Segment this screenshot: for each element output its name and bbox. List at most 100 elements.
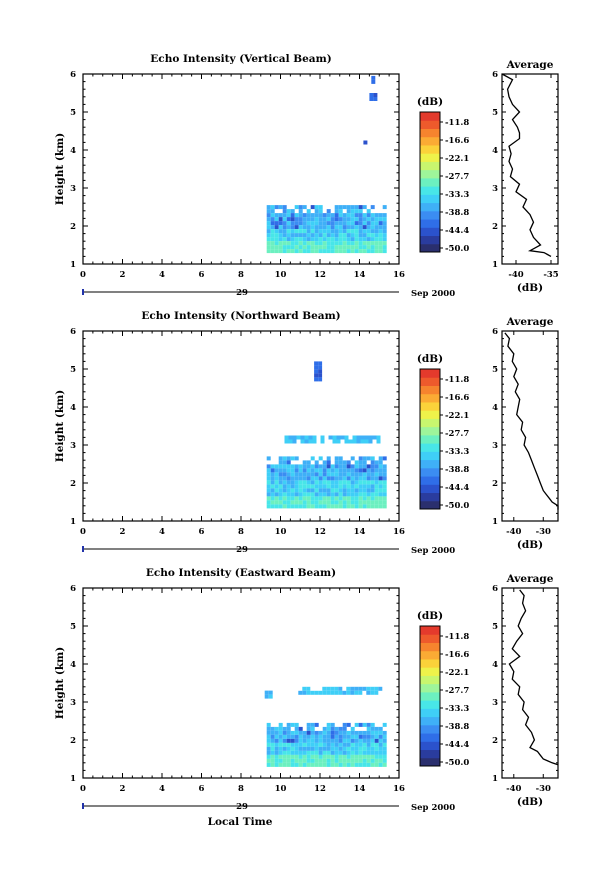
echo-cell — [294, 488, 299, 493]
echo-cell — [342, 249, 347, 254]
echo-cell — [326, 750, 331, 755]
y-tick-label: 5 — [70, 108, 76, 118]
echo-cell — [334, 742, 339, 747]
echo-cell — [292, 435, 297, 440]
echo-cell — [362, 742, 367, 747]
echo-cell — [302, 229, 307, 234]
x-tick-label: 8 — [238, 527, 244, 537]
echo-cell — [270, 730, 275, 735]
echo-cell — [298, 762, 303, 767]
echo-cell — [270, 217, 275, 222]
echo-cell — [378, 746, 383, 751]
echo-cell — [334, 730, 339, 735]
echo-cell — [350, 730, 355, 735]
echo-cell — [322, 734, 327, 739]
echo-cell — [382, 504, 387, 509]
echo-cell — [270, 468, 275, 473]
echo-cell — [326, 456, 331, 461]
echo-cell — [306, 221, 311, 226]
echo-cell — [310, 734, 315, 739]
echo-cell — [298, 738, 303, 743]
echo-cell — [318, 464, 323, 469]
echo-cell — [366, 686, 371, 691]
echo-cell — [358, 758, 363, 763]
echo-cell — [282, 496, 287, 501]
colorbar-swatch — [420, 443, 440, 452]
echo-cell — [374, 488, 379, 493]
echo-cell — [350, 456, 355, 461]
echo-cell — [370, 488, 375, 493]
echo-cell — [282, 233, 287, 238]
echo-cell — [282, 762, 287, 767]
echo-cell — [354, 480, 359, 485]
echo-cell — [278, 758, 283, 763]
echo-cell — [322, 762, 327, 767]
y-tick-label: 1 — [70, 260, 76, 270]
echo-cell — [358, 484, 363, 489]
echo-cell — [346, 762, 351, 767]
echo-cell — [318, 237, 323, 242]
echo-cell — [314, 237, 319, 242]
echo-cell — [302, 245, 307, 250]
echo-cell — [266, 221, 271, 226]
echo-cell — [346, 213, 351, 218]
echo-cell — [334, 504, 339, 509]
echo-cell — [346, 500, 351, 505]
echo-cell — [274, 225, 279, 230]
echo-cell — [378, 738, 383, 743]
echo-cell — [372, 435, 377, 440]
echo-cell — [314, 373, 319, 378]
echo-cell — [378, 762, 383, 767]
panel-title: Echo Intensity (Eastward Beam) — [146, 567, 336, 579]
echo-cell — [370, 504, 375, 509]
echo-cell — [350, 249, 355, 254]
echo-cell — [290, 500, 295, 505]
echo-cell — [354, 472, 359, 477]
echo-cell — [334, 484, 339, 489]
echo-cell — [346, 686, 351, 691]
echo-cell — [374, 229, 379, 234]
echo-cell — [326, 249, 331, 254]
echo-cell — [314, 492, 319, 497]
echo-cell — [378, 249, 383, 254]
echo-cell — [382, 480, 387, 485]
echo-cell — [290, 750, 295, 755]
echo-region — [266, 205, 387, 254]
echo-cell — [266, 217, 271, 222]
colorbar-tick-label: -50.0 — [445, 758, 469, 768]
echo-cell — [286, 221, 291, 226]
echo-cell — [358, 734, 363, 739]
echo-cell — [334, 746, 339, 751]
echo-cell — [266, 233, 271, 238]
echo-cell — [378, 484, 383, 489]
echo-cell — [322, 738, 327, 743]
echo-cell — [298, 746, 303, 751]
echo-cell — [338, 758, 343, 763]
echo-cell — [370, 217, 375, 222]
echo-cell — [350, 500, 355, 505]
average-y-tick-label: 2 — [492, 736, 498, 746]
echo-cell — [298, 205, 303, 210]
echo-cell — [270, 237, 275, 242]
echo-cell — [330, 233, 335, 238]
average-y-tick-label: 5 — [492, 365, 498, 375]
colorbar-swatch — [420, 377, 440, 386]
echo-cell — [346, 758, 351, 763]
echo-cell — [274, 726, 279, 731]
echo-cell — [286, 722, 291, 727]
echo-cell — [284, 439, 289, 444]
echo-cell — [266, 754, 271, 759]
echo-cell — [366, 241, 371, 246]
echo-cell — [270, 738, 275, 743]
echo-cell — [322, 758, 327, 763]
echo-cell — [334, 217, 339, 222]
echo-cell — [374, 237, 379, 242]
echo-cell — [348, 439, 353, 444]
echo-cell — [310, 754, 315, 759]
echo-cell — [322, 460, 327, 465]
echo-cell — [300, 439, 305, 444]
echo-cell — [290, 746, 295, 751]
echo-cell — [382, 730, 387, 735]
colorbar-tick-label: -38.8 — [445, 208, 469, 218]
colorbar-swatch — [420, 691, 440, 701]
